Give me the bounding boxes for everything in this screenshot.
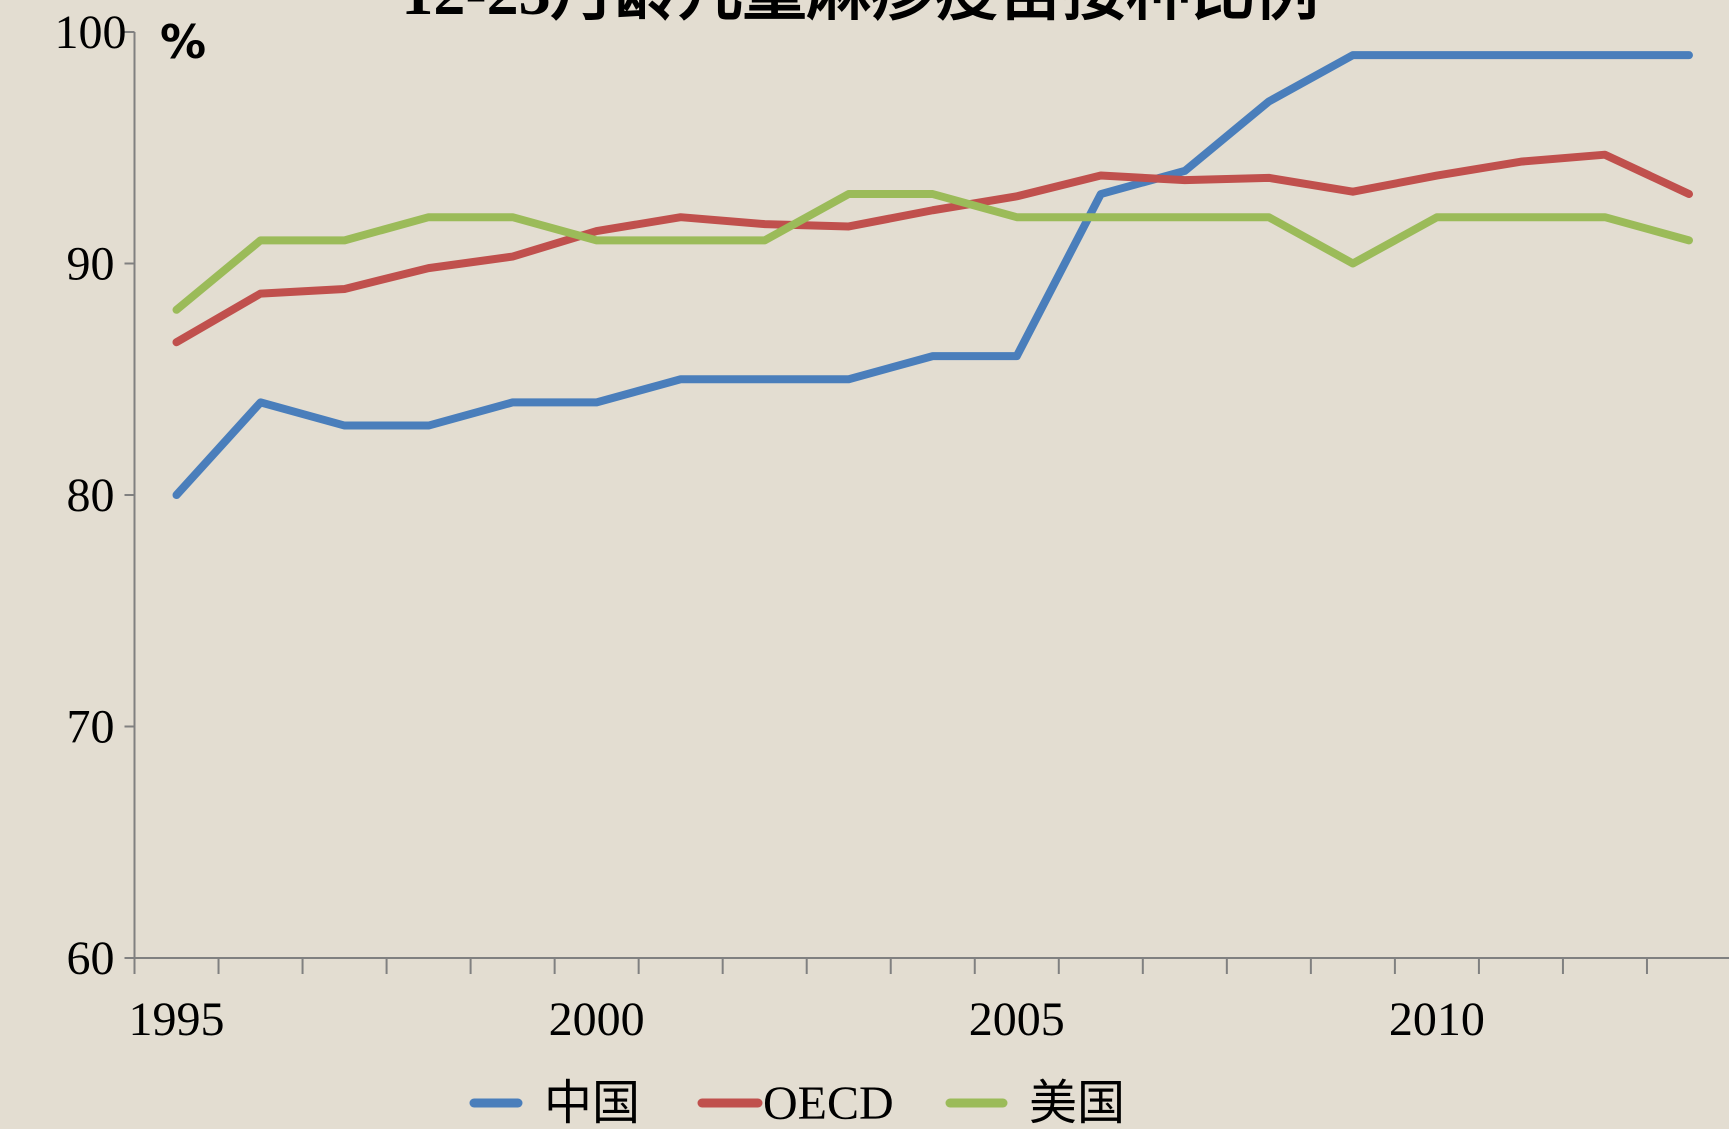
x-tick-label: 2005 <box>969 993 1065 1046</box>
x-tick-label: 2010 <box>1389 993 1485 1046</box>
y-tick-label: 100 <box>55 6 127 59</box>
y-tick-label: 90 <box>67 238 115 291</box>
series-line <box>172 190 1693 314</box>
legend-label: 美国 <box>1029 1077 1125 1129</box>
legend-label: OECD <box>763 1077 894 1129</box>
chart-title: 12-23月龄儿童麻疹疫苗接种比例 <box>401 0 1318 28</box>
legend-label: 中国 <box>544 1077 640 1129</box>
y-tick-label: 80 <box>67 469 115 522</box>
series-line <box>172 51 1693 499</box>
series-line <box>172 150 1693 347</box>
x-tick-label: 1995 <box>129 993 225 1046</box>
x-tick-label: 2000 <box>549 993 645 1046</box>
y-tick-label: 70 <box>67 701 115 754</box>
y-axis-label: % <box>160 15 206 69</box>
y-tick-label: 60 <box>67 932 115 985</box>
